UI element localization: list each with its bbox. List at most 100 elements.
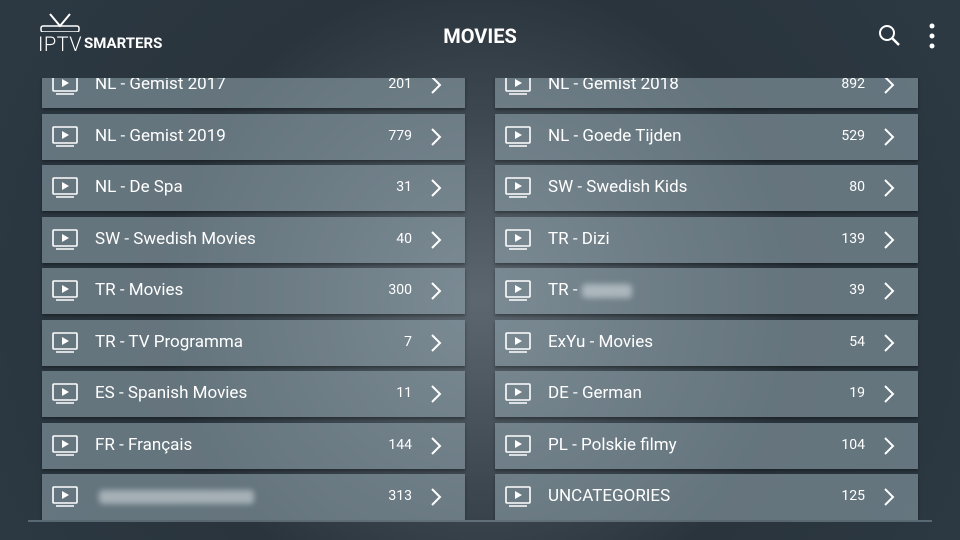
category-name: NL - Gemist 2019 [95,126,226,146]
category-name-text: SW - Swedish Movies [95,228,256,249]
category-name-text: ExYu - Movies [548,331,654,352]
category-name: DE - German [548,383,642,403]
category-row[interactable]: PL - Polskie filmy 104 [495,422,918,469]
chevron [431,436,442,455]
category-row[interactable]: DE - German 19 [495,371,918,417]
chevron [884,385,895,403]
category-row[interactable]: NL - De Spa 31 [42,165,465,211]
category-name-text: NL - Gemist 2019 [95,125,226,146]
category-name-text: NL - Gemist 2018 [548,78,679,94]
search-button[interactable] [878,24,902,48]
play-icon [505,280,531,301]
category-name: SW - Swedish Movies [95,229,256,249]
category-count: 139 [841,230,865,247]
menu-button[interactable] [927,23,937,49]
category-name-text: FR - Français [95,434,193,455]
category-name: PL - Polskie filmy [548,435,677,455]
play-icon [505,228,531,250]
category-name-text: ES - Spanish Movies [95,383,248,403]
chevron [884,127,895,146]
play-icon [52,383,78,404]
category-list: NL - Gemist 2017 201 NL - Gemist 2019 779 NL… [0,78,960,520]
category-name: SW - Swedish Kids [548,177,687,197]
category-name: UNCATEGORIES [548,486,670,506]
chevron [884,282,895,300]
play-icon [505,434,531,456]
category-name: TR - Dizi [548,229,610,249]
play-icon [52,280,78,301]
play-icon [52,434,78,456]
chevron [884,488,895,506]
category-name: NL - Gemist 2018 [548,78,679,94]
play-icon [52,228,78,250]
blurred-text [99,489,254,504]
category-name-text: SW - Swedish Kids [548,177,688,197]
category-count: 313 [388,488,412,504]
header: IPTV SMARTERS MOVIES [0,0,960,75]
category-count: 11 [396,385,412,401]
category-name-text: DE - German [548,383,642,403]
category-count: 892 [841,78,865,92]
category-name [95,486,254,506]
category-row[interactable]: TR - Movies 300 [42,268,465,314]
category-name: ES - Spanish Movies [95,383,247,403]
category-row[interactable]: NL - Goede Tijden 529 [495,113,918,160]
category-name-text: NL - Gemist 2017 [95,78,226,94]
category-name-text: UNCATEGORIES [548,486,671,506]
category-name: NL - Gemist 2017 [95,78,226,94]
logo-iptv: IPTV [38,32,83,56]
category-name: FR - Français [95,435,192,455]
category-count: 40 [396,230,412,247]
category-row[interactable]: NL - Gemist 2017 201 [42,78,465,108]
category-row[interactable]: NL - Gemist 2018 892 [495,78,918,108]
category-name-text: TR - TV Programma [95,331,244,352]
category-count: 19 [849,385,865,401]
play-icon [505,125,531,147]
category-count: 104 [841,436,865,453]
category-name: TR - TV Programma [95,332,243,352]
chevron [431,78,442,94]
chevron [884,333,895,352]
chevron [431,333,442,352]
category-count: 779 [388,127,412,144]
category-row[interactable]: UNCATEGORIES 125 [495,474,918,520]
category-row[interactable]: TR - Dizi 139 [495,216,918,263]
play-icon [505,78,531,95]
category-row[interactable]: TR - TV Programma 7 [42,319,465,366]
logo[interactable]: IPTV SMARTERS [38,13,178,64]
chevron [431,127,442,146]
category-row[interactable]: NL - Gemist 2019 779 [42,113,465,160]
category-count: 529 [841,127,865,144]
category-count: 201 [388,78,412,92]
category-name: TR - [548,280,632,300]
category-count: 7 [404,333,412,350]
category-count: 300 [388,282,412,298]
divider [28,520,932,522]
category-name: NL - Goede Tijden [548,126,682,146]
play-icon [505,177,531,198]
chevron [431,179,442,197]
chevron [884,78,895,94]
category-row[interactable]: ES - Spanish Movies 11 [42,371,465,417]
category-name-text: TR - [548,280,578,300]
logo-antenna [40,13,80,32]
category-row[interactable]: TR - 39 [495,268,918,314]
category-name-text: NL - De Spa [95,177,183,197]
category-row[interactable]: 313 [42,474,465,520]
chevron [431,230,442,249]
category-row[interactable]: FR - Français 144 [42,422,465,469]
category-count: 125 [841,488,865,504]
category-row[interactable]: SW - Swedish Movies 40 [42,216,465,263]
chevron [431,488,442,506]
category-row[interactable]: SW - Swedish Kids 80 [495,165,918,211]
play-icon [52,125,78,147]
category-count: 80 [849,179,865,195]
category-row[interactable]: ExYu - Movies 54 [495,319,918,366]
page-title: MOVIES [443,24,517,48]
blurred-text [581,283,632,298]
category-name: NL - De Spa [95,177,183,197]
chevron [884,230,895,249]
play-icon [52,331,78,353]
chevron [431,385,442,403]
